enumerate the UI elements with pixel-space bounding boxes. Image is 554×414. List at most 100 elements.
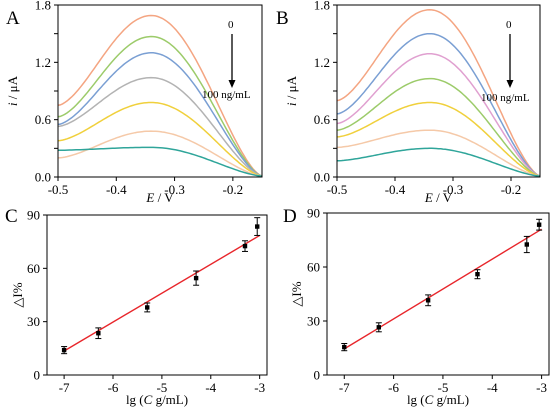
point-marker [524, 242, 529, 247]
x-tick-label: -0.2 [501, 182, 522, 197]
series-line-1 [336, 9, 541, 177]
data-point-6 [254, 217, 261, 236]
x-tick-label: -0.4 [106, 182, 127, 197]
x-tick-label: -0.5 [327, 182, 348, 197]
data-point-5 [523, 235, 530, 254]
y-axis-label-var: i [284, 102, 299, 106]
y-axis-label: △I% [10, 282, 25, 307]
x-tick-label: -5 [156, 380, 167, 395]
y-tick-label: 0.0 [35, 170, 51, 185]
data-point-6 [536, 218, 543, 231]
x-axis-label: lg (C g/mL) [407, 392, 469, 407]
panel-letter: D [283, 206, 297, 227]
series-line-2 [57, 35, 263, 177]
point-marker [425, 298, 431, 303]
x-tick-label: -3 [536, 380, 547, 395]
data-point-1 [61, 346, 68, 355]
data-point-2 [95, 327, 102, 340]
fit-line [343, 228, 542, 350]
annotation-bottom: 100 ng/mL [202, 89, 251, 101]
series-group [57, 14, 263, 177]
x-axis-label-unit: / V [154, 190, 174, 205]
plot-frame [46, 214, 268, 376]
x-tick-label: -7 [339, 380, 350, 395]
x-axis-label-pre: lg ( [407, 392, 425, 407]
y-axis-label-var: i [5, 102, 20, 106]
y-axis-label: i / μA [5, 75, 20, 106]
point-marker [193, 275, 199, 281]
data-point-3 [144, 302, 151, 313]
series-line-4 [336, 77, 541, 177]
x-axis-label-var: E [424, 190, 433, 205]
panel-letter: C [5, 206, 18, 227]
data-point-3 [425, 294, 432, 307]
y-tick-label: 30 [27, 314, 40, 329]
annotation-top: 0 [228, 19, 234, 31]
point-marker [255, 224, 260, 229]
x-tick-label: -6 [388, 380, 399, 395]
x-tick-label: -0.5 [48, 182, 69, 197]
y-axis-label: △I% [289, 281, 304, 306]
x-tick-label: -0.3 [443, 182, 464, 197]
x-tick-label: -5 [438, 380, 449, 395]
y-tick-label: 30 [307, 314, 320, 329]
x-tick-label: -4 [487, 380, 498, 395]
x-axis-label-var: E [145, 190, 154, 205]
x-tick-label: -7 [59, 380, 70, 395]
data-point-4 [193, 270, 200, 286]
y-tick-label: 90 [307, 206, 320, 221]
x-axis-label-unit: / V [433, 190, 453, 205]
series-line-6 [336, 129, 541, 177]
y-tick-label: 1.8 [35, 0, 51, 13]
x-axis-label: lg (C g/mL) [126, 392, 188, 407]
y-tick-label: 0.6 [35, 112, 52, 127]
series-line-3 [57, 52, 263, 177]
x-axis-label: E / V [424, 190, 453, 205]
data-point-1 [341, 343, 348, 352]
panel-letter: B [276, 8, 289, 29]
panel-letter: A [6, 8, 20, 29]
x-tick-label: -0.4 [385, 182, 406, 197]
point-marker [61, 347, 67, 353]
data-point-2 [375, 322, 382, 333]
point-marker [342, 344, 347, 350]
point-marker [145, 305, 150, 310]
panel-b: B 0 100 ng/mL -0.5 -0.4 -0.3 -0.2 0.0 0.6 1.2 1.8 E… [276, 0, 541, 205]
series-line-5 [336, 101, 541, 177]
x-axis-label: E / V [145, 190, 174, 205]
fit-line [63, 234, 261, 352]
arrow-head [228, 80, 236, 88]
series-group [336, 9, 541, 177]
point-marker [242, 243, 248, 249]
plot-frame [326, 212, 550, 376]
x-tick-label: -3 [254, 380, 265, 395]
point-marker [536, 222, 542, 227]
point-marker [475, 272, 480, 277]
y-tick-label: 0.0 [314, 170, 330, 185]
panel-a: A 0 100 ng/mL -0.5 -0.4 -0.3 -0.2 0.0 0.6 1.2 1.8 E… [5, 0, 263, 205]
y-tick-label: 1.2 [314, 55, 330, 70]
y-tick-label: 90 [27, 208, 40, 223]
x-tick-label: -6 [108, 380, 119, 395]
x-tick-label: -0.3 [164, 182, 185, 197]
arrow-head [506, 80, 514, 88]
y-tick-label: 0 [34, 368, 41, 383]
x-axis-label-post: g/mL) [152, 392, 188, 407]
series-line-3 [336, 52, 541, 177]
series-line-7 [336, 147, 541, 177]
series-line-6 [57, 130, 263, 177]
point-marker [96, 331, 101, 336]
series-line-2 [336, 32, 541, 177]
series-line-7 [58, 146, 263, 177]
y-tick-label: 60 [307, 260, 320, 275]
annotation-bottom: 100 ng/mL [481, 92, 530, 104]
y-axis-label-unit: / μA [5, 75, 20, 102]
data-point-5 [242, 240, 248, 252]
y-tick-label: 60 [27, 261, 40, 276]
x-axis-label-post: g/mL) [433, 392, 469, 407]
panel-d: D -7 -6 -5 -4 -3 0 30 60 90 lg (C g/mL) △I% [283, 206, 550, 407]
data-point-4 [474, 269, 481, 280]
series-line-1 [57, 14, 263, 177]
